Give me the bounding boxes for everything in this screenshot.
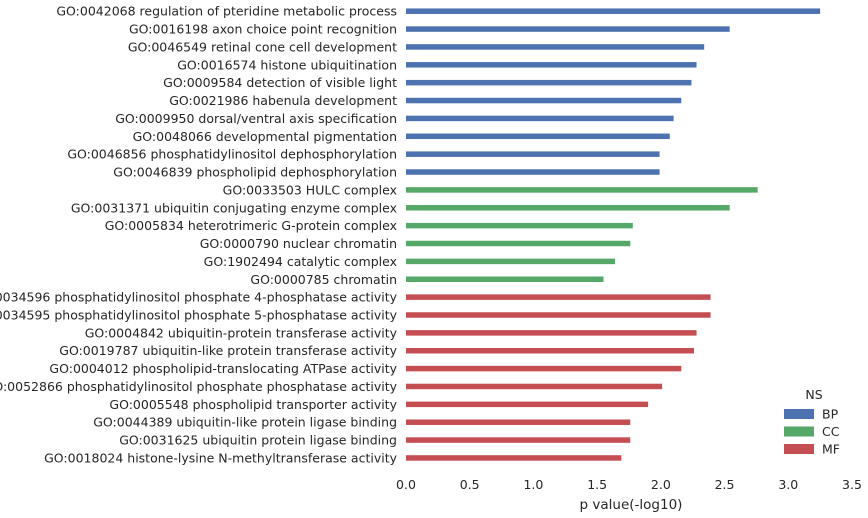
bar-10 — [406, 187, 758, 193]
y-tick-label: GO:0005834 heterotrimeric G-protein comp… — [105, 218, 397, 233]
y-tick-label: GO:0031625 ubiquitin protein ligase bind… — [119, 433, 397, 448]
bar-3 — [406, 62, 697, 68]
x-tick-label: 2.0 — [651, 477, 671, 492]
y-tick-label: GO:0000785 chromatin — [250, 272, 397, 287]
y-tick-label: GO:0046549 retinal cone cell development — [128, 39, 397, 54]
bar-8 — [406, 151, 660, 157]
bar-14 — [406, 258, 615, 265]
x-tick-label: 1.5 — [587, 477, 607, 492]
y-tick-label: GO:0033503 HULC complex — [223, 182, 397, 197]
legend-swatch-cc — [784, 426, 814, 437]
y-tick-label: GO:0048066 developmental pigmentation — [133, 129, 397, 144]
bar-7 — [406, 133, 670, 140]
bar-12 — [406, 222, 633, 229]
x-tick-label: 0.5 — [460, 477, 480, 492]
bar-4 — [406, 79, 692, 86]
legend-swatch-bp — [784, 409, 814, 419]
legend-label-cc: CC — [822, 424, 840, 439]
legend-label-bp: BP — [822, 407, 839, 422]
bar-20 — [406, 365, 682, 372]
bar-13 — [406, 240, 631, 247]
x-tick-label: 0.0 — [396, 477, 416, 492]
bar-0 — [406, 8, 821, 14]
y-tick-label: GO:0009950 dorsal/ventral axis specifica… — [115, 111, 397, 126]
y-tick-label: GO:0052866 phosphatidylinositol phosphat… — [0, 379, 398, 394]
bar-15 — [406, 276, 604, 282]
y-tick-label: GO:0046856 phosphatidylinositol dephosph… — [67, 147, 397, 162]
x-tick-labels: 0.0 0.5 1.0 1.5 2.0 2.5 3.0 3.5 — [396, 477, 862, 492]
bar-1 — [406, 26, 730, 32]
bar-25 — [406, 455, 622, 461]
y-tick-label: GO:0034595 phosphatidylinositol phosphat… — [0, 307, 398, 322]
y-tick-label: GO:0046839 phospholipid dephosphorylatio… — [113, 165, 397, 180]
y-tick-label: GO:0019787 ubiquitin-like protein transf… — [59, 343, 397, 358]
bar-18 — [406, 330, 697, 336]
bar-5 — [406, 97, 682, 104]
bar-9 — [406, 169, 660, 175]
legend-swatch-mf — [784, 444, 814, 454]
y-tick-label: GO:0021986 habenula development — [169, 93, 397, 108]
bars-group — [406, 8, 821, 461]
y-tick-label: GO:0018024 histone-lysine N-methyltransf… — [44, 450, 397, 465]
bar-17 — [406, 312, 711, 318]
y-tick-labels: GO:0042068 regulation of pteridine metab… — [0, 4, 398, 466]
y-tick-label: GO:0031371 ubiquitin conjugating enzyme … — [71, 200, 397, 215]
y-tick-label: GO:0005548 phospholipid transporter acti… — [109, 397, 397, 412]
legend: NS BP CC MF — [784, 387, 840, 457]
bar-11 — [406, 205, 730, 211]
y-tick-label: GO:0016198 axon choice point recognition — [129, 22, 397, 37]
legend-label-mf: MF — [822, 442, 840, 457]
bar-6 — [406, 115, 674, 122]
bar-22 — [406, 401, 649, 408]
x-tick-label: 3.0 — [778, 477, 798, 492]
y-tick-label: GO:0016574 histone ubiquitination — [177, 57, 397, 72]
y-tick-label: GO:0004842 ubiquitin-protein transferase… — [85, 325, 398, 340]
x-axis-label: p value(-log10) — [580, 497, 683, 513]
bar-2 — [406, 44, 705, 50]
bar-21 — [406, 383, 663, 390]
y-tick-label: GO:1902494 catalytic complex — [204, 254, 397, 269]
y-tick-label: GO:0000790 nuclear chromatin — [200, 236, 397, 251]
bar-19 — [406, 347, 694, 354]
x-tick-label: 1.0 — [523, 477, 543, 492]
bar-16 — [406, 294, 711, 300]
y-tick-label: GO:0034596 phosphatidylinositol phosphat… — [0, 290, 398, 305]
y-tick-label: GO:0042068 regulation of pteridine metab… — [56, 4, 397, 19]
bar-24 — [406, 437, 631, 443]
bar-23 — [406, 419, 631, 425]
y-tick-label: GO:0044389 ubiquitin-like protein ligase… — [93, 415, 397, 430]
y-tick-label: GO:0009584 detection of visible light — [163, 75, 397, 90]
legend-title: NS — [805, 387, 822, 402]
x-tick-label: 2.5 — [715, 477, 735, 492]
y-tick-label: GO:0004012 phospholipid-translocating AT… — [49, 361, 397, 376]
x-tick-label: 3.5 — [842, 477, 862, 492]
